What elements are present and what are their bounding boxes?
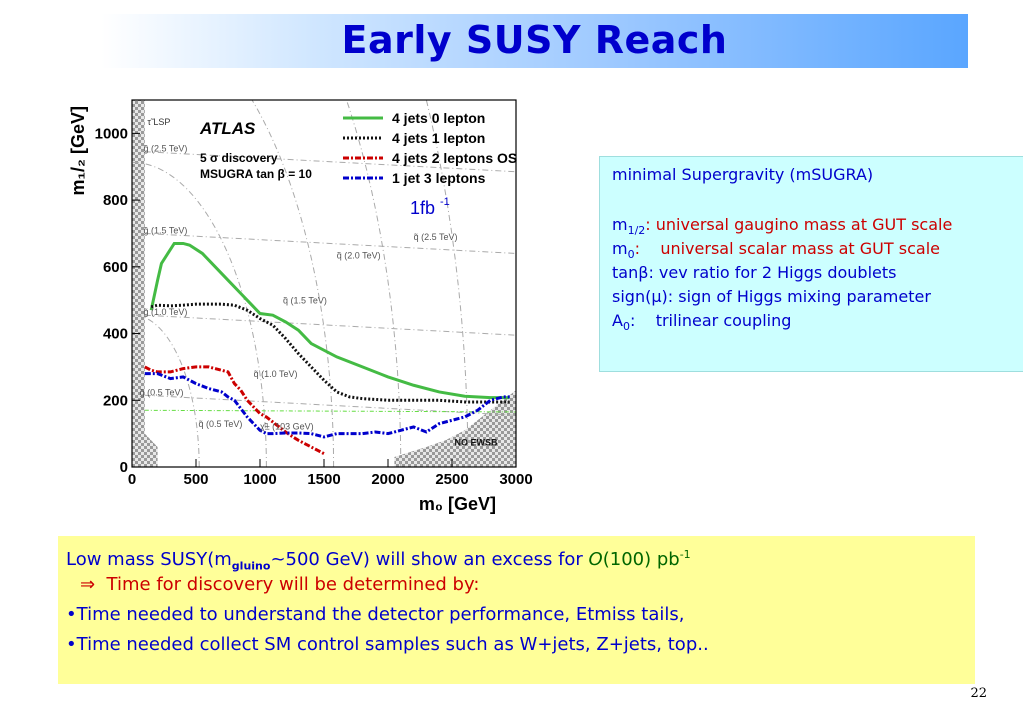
plot-area [132,100,516,467]
text-part: Low mass SUSY(m [66,549,232,570]
bullet-icon: • [66,634,77,655]
slide-title: Early SUSY Reach [341,18,728,62]
msugra-info-box: minimal Supergravity (mSUGRA) m1/2: univ… [599,156,1023,372]
text-part: O [588,549,603,570]
info-line-sign-mu: sign(μ): sign of Higgs mixing parameter [612,285,931,309]
x-tick-label: 2500 [435,471,468,488]
susy-reach-plot: 0 500 1000 1500 2000 2500 3000 0 200 400 600 800 100… [60,92,540,517]
text-sup: -1 [679,548,691,561]
y-tick-label: 800 [103,192,128,209]
y-tick-label: 600 [103,259,128,276]
info-desc: : universal gaugino mass at GUT scale [645,215,953,234]
info-line-tanb: tanβ: vev ratio for 2 Higgs doublets [612,261,896,285]
info-desc: : universal scalar mass at GUT scale [634,239,940,258]
y-tick-label: 200 [103,392,128,409]
x-tick-label: 1000 [243,471,276,488]
arrow-icon: ⇒ [80,574,96,595]
text-part: ~500 GeV) will show an excess for [270,549,589,570]
x-tick-label: 0 [128,471,136,488]
info-heading: minimal Supergravity (mSUGRA) [612,165,874,184]
info-line-m0: m0: universal scalar mass at GUT scale [612,237,940,267]
contour-label: q̃ (0.5 TeV) [198,419,242,429]
x-tick-label: 2000 [371,471,404,488]
squark-contour [345,100,402,467]
info-sym: tanβ [612,263,649,282]
chargino-limit-line [144,409,516,413]
series-line-3 [144,365,325,455]
y-tick-label: 400 [103,326,128,343]
legend-label-1: 4 jets 0 lepton [392,110,485,126]
contour-label: q̃ (2.0 TeV) [337,250,381,260]
info-line-m12: m1/2: universal gaugino mass at GUT scal… [612,213,952,243]
plot-svg: 0 500 1000 1500 2000 2500 3000 0 200 400 600 800 100… [68,99,533,514]
info-desc: : sign of Higgs mixing parameter [667,287,931,306]
legend-label-2: 4 jets 1 lepton [392,130,485,146]
conclusion-line-1: Low mass SUSY(mgluino~500 GeV) will show… [66,540,691,582]
text-part: Time needed collect SM control samples s… [76,634,709,655]
gluino-contour [144,151,516,173]
title-bar: Early SUSY Reach [101,14,968,68]
series-line-1 [149,241,510,400]
gluino-contour [144,314,516,336]
squark-contour [251,100,335,467]
info-sym: A [612,311,623,330]
x-axis-label: m₀ [GeV] [419,494,496,514]
discovery-label: 5 σ discovery [200,151,278,165]
conclusion-line-4: •Time needed collect SM control samples … [66,630,709,660]
msugra-label: MSUGRA tan β = 10 [200,167,312,181]
contour-label: g̃ (0.5 TeV) [139,387,183,397]
y-axis-label: m₁/₂ [GeV] [68,106,88,195]
info-sub: 0 [622,320,630,334]
y-tick-label: 0 [120,459,128,476]
x-tick-label: 3000 [499,471,532,488]
stau-lsp-region [132,100,158,467]
info-sym: sign(μ) [612,287,668,306]
bullet-icon: • [66,604,77,625]
lumi-exponent: -1 [440,196,450,208]
contour-label: g̃ (1.5 TeV) [143,225,187,235]
no-ewsb-label: NO EWSB [455,437,499,447]
squark-contour [132,314,200,467]
info-sub: 0 [627,248,635,262]
contour-label: q̃ (1.0 TeV) [253,369,297,379]
conclusion-box: Low mass SUSY(mgluino~500 GeV) will show… [58,536,975,684]
contour-label: q̃ (1.5 TeV) [283,296,327,306]
page-number: 22 [970,686,987,701]
contour-label: g̃ (2.5 TeV) [143,144,187,154]
gluino-contour [144,232,516,254]
lsp-label: τ̃ LSP [147,117,170,127]
squark-contour [132,161,267,467]
series-line-4 [144,372,510,439]
conclusion-line-3: •Time needed to understand the detector … [66,600,684,630]
info-sym: m [612,239,628,258]
series-line-2 [150,302,510,404]
squark-contour [425,100,469,467]
info-sub: 1/2 [627,224,646,238]
contour-label: g̃ (1.0 TeV) [143,307,187,317]
x-tick-label: 500 [183,471,208,488]
contour-label: χ̃± (103 GeV) [260,422,314,432]
info-desc: : trilinear coupling [629,311,792,330]
info-line-a0: A0: trilinear coupling [612,309,791,339]
text-sub: gluino [231,559,271,573]
legend-label-3: 4 jets 2 leptons OS [392,150,517,166]
legend-label-4: 1 jet 3 leptons [392,170,486,186]
info-desc: : vev ratio for 2 Higgs doublets [648,263,897,282]
y-tick-label: 1000 [95,125,128,142]
atlas-label: ATLAS [199,119,256,138]
x-tick-label: 1500 [307,471,340,488]
lumi-label: 1fb [410,198,435,218]
gluino-contour [144,394,516,416]
contour-label: q̃ (2.5 TeV) [413,232,457,242]
info-sym: m [612,215,628,234]
text-part: (100) pb [602,549,680,570]
text-part: Time for discovery will be determined by… [106,574,480,595]
conclusion-line-2: ⇒ Time for discovery will be determined … [80,570,479,600]
no-ewsb-region [394,390,516,467]
text-part: Time needed to understand the detector p… [76,604,685,625]
